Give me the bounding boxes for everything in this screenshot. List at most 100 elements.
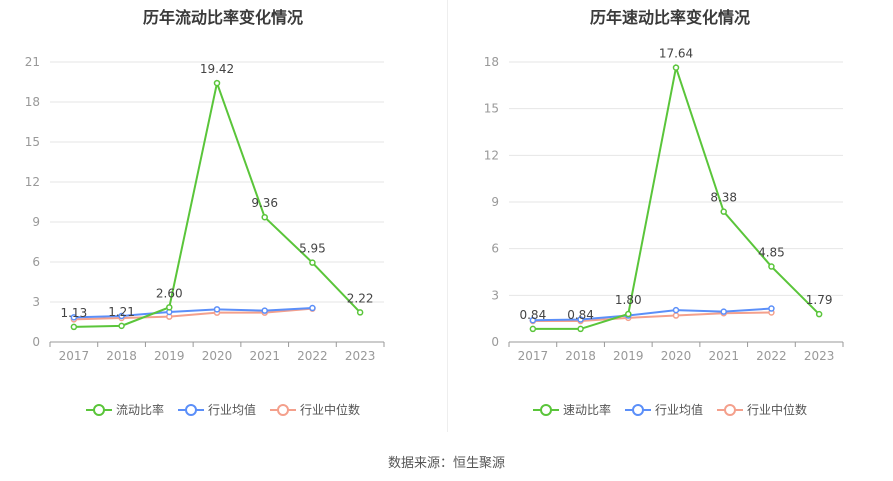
legend-item-primary[interactable]: 速动比率	[532, 401, 611, 418]
data-point	[529, 316, 537, 324]
x-tick-label: 2017	[59, 349, 90, 363]
legend-label: 行业均值	[207, 403, 256, 417]
data-label: 17.64	[659, 47, 693, 61]
y-tick-label: 3	[32, 295, 40, 309]
data-label: 1.13	[60, 306, 87, 320]
legend-line-icon	[532, 403, 559, 417]
data-label: 0.84	[567, 308, 594, 322]
data-label: 5.95	[299, 242, 326, 256]
data-point	[70, 323, 78, 331]
panel-divider	[447, 0, 448, 432]
y-tick-label: 0	[32, 335, 40, 349]
data-point	[213, 79, 221, 87]
y-tick-label: 21	[25, 55, 40, 69]
legend-item-average[interactable]: 行业均值	[624, 401, 703, 418]
legend-label: 流动比率	[115, 403, 164, 417]
data-point	[672, 312, 680, 319]
x-tick-label: 2023	[804, 349, 835, 363]
current-ratio-plot: 0 3 6 9 12 15 18 21 2017 2018 2019 2020 2021 2022 2023…	[25, 55, 385, 363]
data-point	[166, 304, 173, 311]
quick-ratio-chart: 历年速动比率变化情况 0 3 6 9 12 15 18 2017 2018 2019 2020 202…	[447, 0, 893, 440]
legend-item-average[interactable]: 行业均值	[177, 401, 256, 418]
data-point	[213, 306, 221, 313]
series-line	[532, 63, 820, 330]
y-tick-label: 9	[32, 215, 40, 229]
data-label: 1.80	[615, 293, 642, 307]
y-tick-label: 6	[32, 255, 40, 269]
y-tick-label: 15	[25, 135, 40, 149]
data-point	[70, 314, 78, 321]
x-tick-label: 2018	[565, 349, 596, 363]
data-point	[261, 213, 268, 221]
chart-title: 历年速动比率变化情况	[589, 8, 750, 27]
data-point	[577, 325, 584, 333]
x-tick-label: 2019	[154, 349, 185, 363]
y-tick-label: 18	[484, 55, 499, 69]
legend-line-icon	[624, 403, 651, 417]
x-tick-label: 2022	[756, 349, 787, 363]
current-ratio-chart: 历年流动比率变化情况 0 3 6 9 12 15 18 21 2017 2018 2019 2020 2…	[0, 0, 446, 440]
legend-line-icon	[177, 403, 204, 417]
data-point	[768, 263, 775, 270]
legend-line-icon	[717, 403, 743, 417]
legend-line-icon	[270, 403, 296, 417]
x-tick-label: 2020	[661, 349, 692, 363]
legend-label: 速动比率	[562, 403, 611, 417]
data-label: 19.42	[200, 62, 234, 76]
chart-title: 历年流动比率变化情况	[142, 8, 303, 27]
data-point	[815, 310, 823, 318]
data-label: 1.79	[806, 293, 833, 307]
legend-line-icon	[85, 403, 112, 417]
y-tick-label: 15	[484, 102, 499, 116]
data-point	[309, 304, 316, 312]
data-point	[118, 322, 125, 330]
data-point	[672, 306, 680, 314]
data-label: 2.60	[156, 286, 183, 300]
data-point	[577, 316, 584, 323]
legend: 流动比率 行业均值 行业中位数	[0, 401, 446, 418]
x-tick-label: 2018	[106, 349, 137, 363]
series-line	[73, 307, 313, 321]
x-tick-label: 2019	[613, 349, 644, 363]
data-label: 1.21	[108, 305, 135, 319]
x-tick-label: 2021	[708, 349, 739, 363]
y-tick-label: 18	[25, 95, 40, 109]
y-tick-label: 12	[484, 148, 499, 162]
series-line	[532, 311, 772, 322]
x-tick-label: 2017	[518, 349, 549, 363]
data-point	[720, 308, 727, 315]
data-point	[118, 312, 125, 320]
x-tick-label: 2021	[249, 349, 280, 363]
data-point	[768, 305, 775, 312]
y-tick-label: 9	[491, 195, 499, 209]
data-label: 8.38	[710, 191, 737, 205]
series-line	[532, 307, 772, 322]
x-tick-label: 2022	[297, 349, 328, 363]
y-tick-label: 12	[25, 175, 40, 189]
data-point	[309, 259, 316, 266]
data-point	[529, 325, 537, 333]
quick-ratio-plot: 0 3 6 9 12 15 18 2017 2018 2019 2020 2021 2022 2023 0.…	[484, 47, 844, 363]
legend-label: 行业均值	[654, 403, 703, 417]
y-tick-label: 0	[491, 335, 499, 349]
data-point	[672, 64, 680, 71]
x-tick-label: 2023	[345, 349, 376, 363]
legend-item-median[interactable]: 行业中位数	[717, 401, 807, 418]
y-tick-label: 3	[491, 288, 499, 302]
legend-label: 行业中位数	[747, 403, 808, 417]
data-point	[625, 310, 632, 318]
legend-item-primary[interactable]: 流动比率	[85, 401, 164, 418]
series-line	[73, 79, 361, 328]
legend-item-median[interactable]: 行业中位数	[270, 401, 360, 418]
data-label: 4.85	[758, 246, 785, 260]
data-point	[356, 309, 364, 316]
data-label: 9.36	[251, 196, 278, 210]
y-tick-label: 6	[491, 242, 499, 256]
legend: 速动比率 行业均值 行业中位数	[447, 401, 893, 418]
data-point	[261, 307, 268, 314]
data-label: 2.22	[347, 291, 374, 305]
data-point	[720, 208, 727, 215]
legend-label: 行业中位数	[300, 403, 361, 417]
series-line	[73, 307, 313, 319]
x-tick-label: 2020	[202, 349, 233, 363]
